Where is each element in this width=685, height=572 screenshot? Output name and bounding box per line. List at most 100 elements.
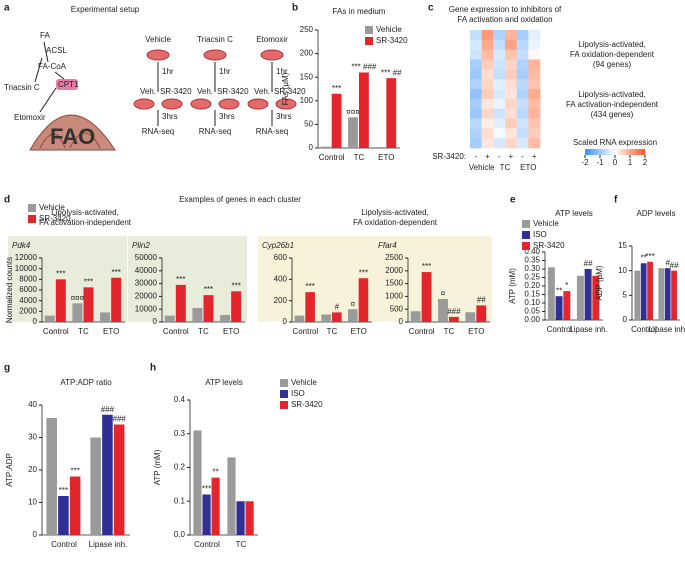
x-tick-label: TC (444, 327, 455, 336)
gene-name: Plin2 (132, 241, 150, 250)
y-tick-label: 0.35 (524, 256, 540, 265)
dish (260, 49, 284, 61)
heat-cell (493, 69, 506, 80)
y-tick-label: 10000 (135, 304, 158, 313)
significance: *** ## (381, 68, 402, 77)
y-tick-label: 0.2 (174, 463, 186, 472)
heat-cell (516, 138, 529, 149)
y-tick-label: 2000 (385, 266, 403, 275)
y-axis-label: ATP (mM) (508, 268, 517, 304)
x-tick-label: TC (236, 540, 247, 549)
significance: ### (112, 415, 126, 424)
y-tick-label: 200 (300, 49, 314, 58)
y-tick-label: 40000 (135, 266, 158, 275)
significance: *** (84, 277, 93, 286)
panel-label: g (4, 363, 10, 374)
heat-cell (481, 30, 494, 41)
vehicle-label: Veh. (140, 87, 156, 96)
heat-cell (493, 138, 506, 149)
heat-cell (481, 89, 494, 100)
x-tick-label: ETO (378, 153, 394, 162)
significance: ** (641, 253, 647, 262)
dish (247, 98, 269, 110)
chart-title: FAs in medium (333, 7, 386, 16)
y-tick-label: 0.4 (174, 395, 186, 404)
colorbar-step (605, 149, 608, 155)
readout: RNA-seq (256, 127, 288, 136)
heat-cell (493, 49, 506, 60)
panel-a: a Experimental setup FA ACSL FA-CoA Tria… (4, 3, 140, 151)
y-tick-label: 0.25 (524, 273, 540, 282)
y-tick-label: 1000 (385, 292, 403, 301)
bar (193, 430, 202, 535)
x-tick-label: TC (327, 327, 338, 336)
significance: # (665, 258, 670, 267)
y-tick-label: 0 (399, 317, 404, 326)
heat-cell (470, 79, 482, 90)
readout: RNA-seq (199, 127, 231, 136)
x-tick-label: Control (292, 327, 318, 336)
vehicle-label: Veh. (254, 87, 270, 96)
bar (294, 315, 305, 322)
heat-cell (493, 128, 506, 139)
colorbar-step (629, 149, 632, 155)
chart-title: Gene expression to inhibitors of (449, 5, 562, 14)
time: 3hrs (219, 112, 235, 121)
y-tick-label: 0 (33, 317, 38, 326)
y-tick-label: 0.1 (174, 496, 186, 505)
legend-label: SR-3420 (291, 400, 323, 409)
bar (211, 477, 220, 535)
chart-title: ATP levels (555, 209, 593, 218)
colorbar-step (609, 149, 612, 155)
y-tick-label: 4000 (19, 296, 37, 305)
bar (231, 291, 242, 322)
heat-cell (505, 79, 517, 90)
bar (386, 78, 397, 148)
heat-cell (516, 59, 529, 70)
treatment: Etomoxir (256, 35, 288, 44)
y-axis-label: FAs (μM) (281, 72, 290, 105)
significance: *** (111, 268, 120, 277)
bar (236, 501, 245, 535)
y-tick-label: 250 (300, 25, 314, 34)
column-label: + (485, 152, 490, 161)
colorbar-step (613, 149, 616, 155)
heat-cell (481, 39, 494, 50)
heat-cell (505, 98, 517, 109)
legend-label: Vehicle (39, 203, 65, 212)
bar (358, 278, 369, 322)
bar (465, 312, 476, 322)
heat-cell (470, 128, 482, 139)
inhibit (34, 57, 43, 83)
bar (671, 270, 677, 320)
significance: *** (56, 269, 65, 278)
legend-label: Vehicle (533, 219, 559, 228)
colorbar-step (611, 149, 614, 155)
bar (305, 292, 315, 322)
y-tick-label: 5 (623, 290, 628, 299)
chart-title: FA activation and oxidation (457, 15, 552, 24)
x-tick-label: Control (43, 327, 69, 336)
time: 1hr (162, 67, 174, 76)
legend-label: SR-3420 (376, 36, 408, 45)
y-tick-label: 20 (28, 465, 37, 474)
y-axis-label: Normalized counts (5, 257, 14, 323)
x-tick-label: Control (547, 325, 573, 334)
y-tick-label: 10 (28, 498, 37, 507)
colorbar-step (635, 149, 638, 155)
bar (72, 303, 83, 322)
heat-cell (505, 128, 517, 139)
heat-cell (470, 69, 482, 80)
bar (320, 146, 331, 148)
x-tick-label: Lipase inh. (649, 325, 685, 334)
bar (421, 272, 432, 322)
heat-cell (528, 89, 541, 100)
heat-cell (516, 79, 529, 90)
heat-cell (516, 128, 529, 139)
heat-cell (516, 30, 529, 41)
heat-cell (481, 49, 494, 60)
heat-cell (481, 98, 494, 109)
heat-cell (516, 89, 529, 100)
y-tick-label: 0 (309, 143, 314, 152)
